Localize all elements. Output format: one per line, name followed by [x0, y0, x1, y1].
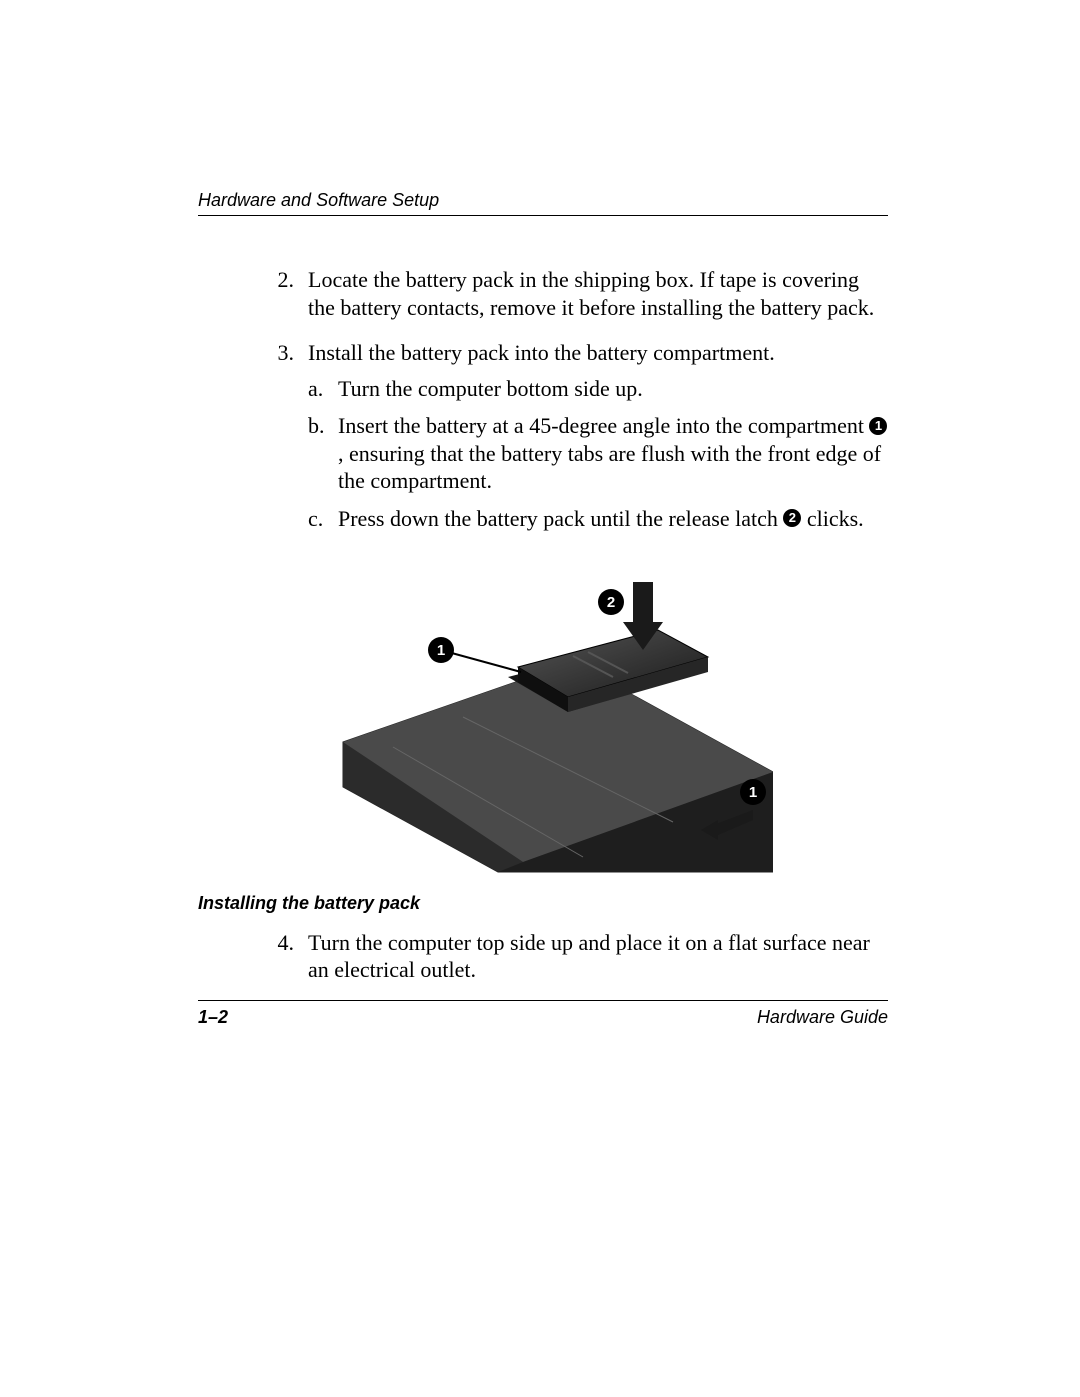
step-lead: Install the battery pack into the batter…: [308, 340, 775, 365]
substep-text: Turn the computer bottom side up.: [338, 375, 888, 403]
step-2: 2. Locate the battery pack in the shippi…: [198, 266, 888, 321]
substep-list: a. Turn the computer bottom side up. b. …: [308, 375, 888, 533]
body-text: 2. Locate the battery pack in the shippi…: [198, 266, 888, 984]
fig-callout-1: 1: [437, 642, 445, 659]
substep-num: b.: [308, 412, 338, 495]
substep-pre: Insert the battery at a 45-degree angle …: [338, 413, 869, 438]
substep-a: a. Turn the computer bottom side up.: [308, 375, 888, 403]
step-text: Turn the computer top side up and place …: [308, 929, 888, 984]
step-number: 2.: [198, 266, 308, 321]
substep-text: Insert the battery at a 45-degree angle …: [338, 412, 888, 495]
figure-caption: Installing the battery pack: [198, 892, 888, 915]
figure-svg: 1 2 1: [313, 572, 773, 882]
fig-callout-2: 2: [607, 594, 615, 611]
step-3: 3. Install the battery pack into the bat…: [198, 339, 888, 542]
step-number: 4.: [198, 929, 308, 984]
substep-text: Press down the battery pack until the re…: [338, 505, 888, 533]
substep-post: , ensuring that the battery tabs are flu…: [338, 441, 881, 494]
substep-num: a.: [308, 375, 338, 403]
battery-install-figure: 1 2 1: [313, 572, 773, 882]
footer-title: Hardware Guide: [757, 1007, 888, 1028]
fig-callout-latch: 1: [749, 784, 757, 801]
step-list-continued: 4. Turn the computer top side up and pla…: [198, 929, 888, 984]
step-text: Locate the battery pack in the shipping …: [308, 266, 888, 321]
page-content: Hardware and Software Setup 2. Locate th…: [198, 190, 888, 1002]
substep-b: b. Insert the battery at a 45-degree ang…: [308, 412, 888, 495]
figure-container: 1 2 1: [198, 572, 888, 882]
substep-pre: Press down the battery pack until the re…: [338, 506, 783, 531]
substep-num: c.: [308, 505, 338, 533]
footer-rule: 1–2 Hardware Guide: [198, 1000, 888, 1028]
substep-post: clicks.: [801, 506, 863, 531]
callout-1-icon: 1: [869, 417, 887, 435]
step-4: 4. Turn the computer top side up and pla…: [198, 929, 888, 984]
header-section: Hardware and Software Setup: [198, 190, 439, 210]
page-footer: 1–2 Hardware Guide: [198, 1000, 888, 1028]
step-list: 2. Locate the battery pack in the shippi…: [198, 266, 888, 542]
step-content: Install the battery pack into the batter…: [308, 339, 888, 542]
step-number: 3.: [198, 339, 308, 542]
header-rule: Hardware and Software Setup: [198, 190, 888, 216]
footer-page-number: 1–2: [198, 1007, 228, 1028]
substep-c: c. Press down the battery pack until the…: [308, 505, 888, 533]
callout-2-icon: 2: [783, 509, 801, 527]
